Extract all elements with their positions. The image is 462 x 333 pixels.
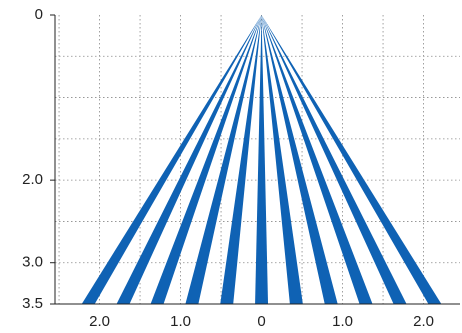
x-tick-label: 0 <box>257 313 265 330</box>
beam-6 <box>255 15 269 304</box>
y-tick-label: 3.0 <box>22 254 43 271</box>
beam-3 <box>150 15 262 304</box>
x-tick-label: 1.0 <box>332 313 353 330</box>
beam-5 <box>220 15 262 304</box>
beam-4 <box>185 15 262 304</box>
axes <box>54 15 460 305</box>
beam-8 <box>261 15 338 304</box>
y-tick-label: 2.0 <box>22 171 43 188</box>
beam-11 <box>261 15 442 304</box>
beam-1 <box>81 15 262 304</box>
y-axis-ticks: 0 2.0 3.0 3.5 <box>22 6 55 312</box>
y-tick-label: 3.5 <box>22 295 43 312</box>
x-axis-ticks: 2.0 1.0 0 1.0 2.0 <box>89 313 434 330</box>
x-tick-label: 2.0 <box>413 313 434 330</box>
y-tick-label: 0 <box>35 6 43 23</box>
beam-9 <box>261 15 373 304</box>
beam-10 <box>261 15 407 304</box>
x-tick-label: 1.0 <box>170 313 191 330</box>
beam-2 <box>116 15 262 304</box>
x-tick-label: 2.0 <box>89 313 110 330</box>
beam-7 <box>261 15 303 304</box>
beam-series <box>81 15 442 304</box>
